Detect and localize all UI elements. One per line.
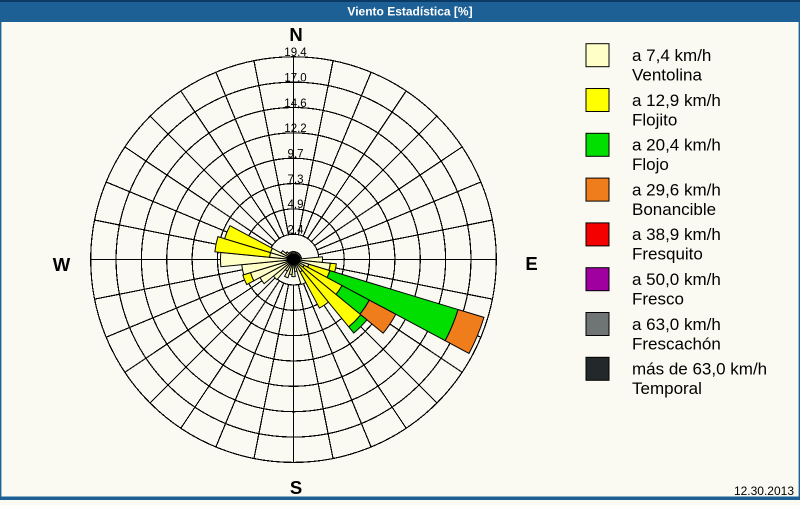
svg-text:a 12,9 km/h: a 12,9 km/h (632, 91, 721, 110)
svg-text:S: S (290, 477, 302, 498)
svg-text:9,7: 9,7 (288, 149, 304, 161)
svg-text:Viento Estadística [%]: Viento Estadística [%] (347, 5, 472, 19)
svg-text:Bonancible: Bonancible (632, 200, 716, 219)
svg-text:a 63,0 km/h: a 63,0 km/h (632, 315, 721, 334)
svg-text:14,6: 14,6 (284, 98, 306, 110)
svg-text:Fresquito: Fresquito (632, 245, 703, 264)
svg-text:17,0: 17,0 (284, 72, 306, 84)
svg-text:Flojo: Flojo (632, 155, 669, 174)
svg-text:7,3: 7,3 (288, 174, 304, 186)
svg-text:Fresco: Fresco (632, 290, 684, 309)
svg-text:Frescachón: Frescachón (632, 334, 721, 353)
svg-text:a 7,4 km/h: a 7,4 km/h (632, 46, 711, 65)
svg-text:a 50,0 km/h: a 50,0 km/h (632, 270, 721, 289)
svg-text:Temporal: Temporal (632, 379, 702, 398)
svg-text:N: N (289, 24, 302, 45)
svg-text:a 20,4 km/h: a 20,4 km/h (632, 136, 721, 155)
svg-text:19,4: 19,4 (284, 47, 307, 59)
svg-text:W: W (53, 254, 71, 275)
svg-text:4,9: 4,9 (288, 199, 304, 211)
svg-text:a 38,9 km/h: a 38,9 km/h (632, 225, 721, 244)
svg-text:2,4: 2,4 (288, 225, 305, 237)
svg-text:12,2: 12,2 (284, 123, 306, 135)
svg-text:E: E (525, 253, 537, 274)
svg-text:a 29,6 km/h: a 29,6 km/h (632, 180, 721, 199)
svg-text:12.30.2013: 12.30.2013 (734, 484, 794, 498)
svg-text:más de 63,0 km/h: más de 63,0 km/h (632, 360, 767, 379)
svg-text:Ventolina: Ventolina (632, 66, 702, 85)
svg-text:Flojito: Flojito (632, 110, 677, 129)
